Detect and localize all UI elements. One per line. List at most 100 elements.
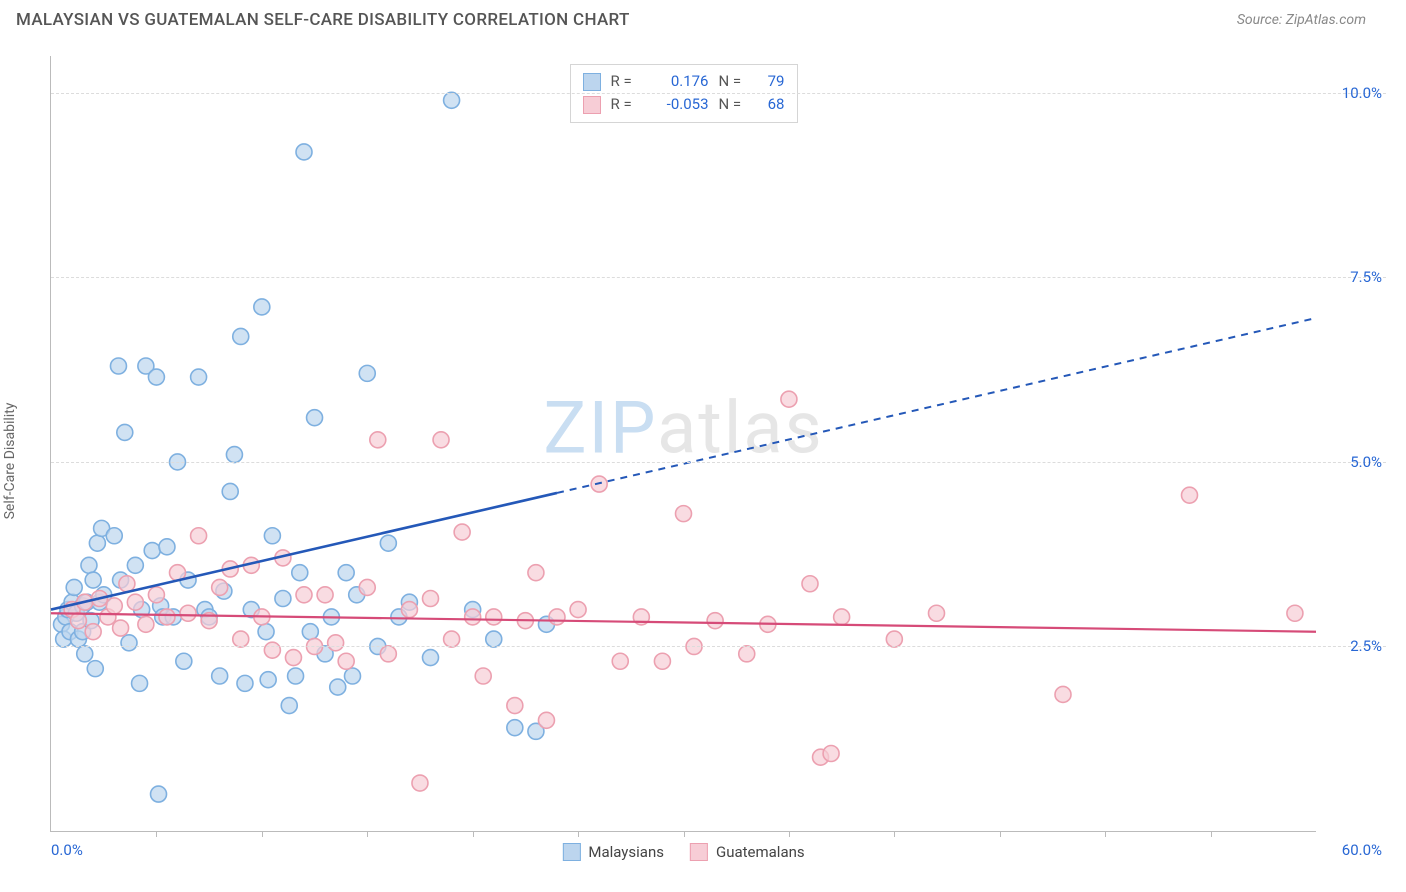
data-point: [330, 679, 346, 695]
y-tick-label: 10.0%: [1342, 84, 1382, 102]
data-point: [159, 539, 175, 555]
data-point: [138, 616, 154, 632]
data-point: [148, 587, 164, 603]
data-point: [117, 424, 133, 440]
data-point: [296, 587, 312, 603]
data-point: [180, 605, 196, 621]
r-value: -0.053: [649, 93, 709, 116]
data-point: [254, 299, 270, 315]
plot-area: ZIPatlas 0.0% 60.0% MalaysiansGuatemalan…: [50, 56, 1316, 832]
data-point: [106, 598, 122, 614]
data-point: [89, 535, 105, 551]
data-point: [258, 624, 274, 640]
data-point: [338, 565, 354, 581]
n-label: N =: [719, 70, 747, 93]
gridline: [51, 93, 1386, 94]
chart-source: Source: ZipAtlas.com: [1237, 12, 1366, 28]
data-point: [233, 631, 249, 647]
legend-swatch: [562, 843, 580, 861]
data-point: [292, 565, 308, 581]
data-point: [549, 609, 565, 625]
r-label: R =: [611, 93, 639, 116]
x-tick: [1211, 831, 1212, 837]
data-point: [444, 92, 460, 108]
data-point: [486, 609, 502, 625]
data-point: [328, 635, 344, 651]
data-point: [148, 369, 164, 385]
data-point: [507, 720, 523, 736]
data-point: [85, 572, 101, 588]
y-tick-label: 5.0%: [1350, 453, 1382, 471]
data-point: [380, 646, 396, 662]
plot-svg: [51, 56, 1316, 831]
legend-swatch: [690, 843, 708, 861]
data-point: [423, 650, 439, 666]
x-tick: [789, 831, 790, 837]
n-label: N =: [719, 93, 747, 116]
n-value: 68: [757, 93, 785, 116]
x-axis-min-label: 0.0%: [51, 841, 83, 859]
data-point: [302, 624, 318, 640]
data-point: [528, 565, 544, 581]
data-point: [237, 675, 253, 691]
data-point: [275, 591, 291, 607]
data-point: [222, 483, 238, 499]
gridline: [51, 646, 1386, 647]
legend-label: Guatemalans: [716, 843, 805, 861]
data-point: [412, 775, 428, 791]
y-tick-label: 7.5%: [1350, 268, 1382, 286]
data-point: [85, 624, 101, 640]
data-point: [260, 672, 276, 688]
data-point: [70, 613, 86, 629]
data-point: [433, 432, 449, 448]
legend-item: Malaysians: [562, 843, 664, 861]
trend-line: [51, 613, 1316, 631]
data-point: [570, 602, 586, 618]
data-point: [110, 358, 126, 374]
data-point: [370, 432, 386, 448]
data-point: [929, 605, 945, 621]
data-point: [538, 712, 554, 728]
data-point: [264, 642, 280, 658]
x-tick: [684, 831, 685, 837]
r-label: R =: [611, 70, 639, 93]
data-point: [176, 653, 192, 669]
x-axis-max-label: 60.0%: [1342, 841, 1382, 859]
data-point: [81, 557, 97, 573]
data-point: [344, 668, 360, 684]
data-point: [317, 587, 333, 603]
bottom-legend: Malaysians Guatemalans: [562, 843, 804, 861]
data-point: [113, 620, 129, 636]
gridline: [51, 462, 1386, 463]
legend-swatch: [583, 73, 601, 91]
data-point: [676, 506, 692, 522]
data-point: [802, 576, 818, 592]
data-point: [380, 535, 396, 551]
r-value: 0.176: [649, 70, 709, 93]
data-point: [87, 661, 103, 677]
data-point: [119, 576, 135, 592]
data-point: [296, 144, 312, 160]
data-point: [401, 602, 417, 618]
data-point: [707, 613, 723, 629]
gridline: [51, 277, 1386, 278]
data-point: [359, 365, 375, 381]
x-tick: [156, 831, 157, 837]
data-point: [454, 524, 470, 540]
data-point: [144, 543, 160, 559]
data-point: [233, 328, 249, 344]
data-point: [359, 579, 375, 595]
data-point: [444, 631, 460, 647]
data-point: [338, 653, 354, 669]
data-point: [191, 369, 207, 385]
data-point: [475, 668, 491, 684]
data-point: [739, 646, 755, 662]
data-point: [823, 746, 839, 762]
x-tick: [1000, 831, 1001, 837]
x-tick: [473, 831, 474, 837]
data-point: [465, 609, 481, 625]
chart-title: MALAYSIAN VS GUATEMALAN SELF-CARE DISABI…: [16, 10, 630, 30]
data-point: [66, 579, 82, 595]
data-point: [486, 631, 502, 647]
legend-stat-row: R =0.176N =79: [583, 70, 785, 93]
